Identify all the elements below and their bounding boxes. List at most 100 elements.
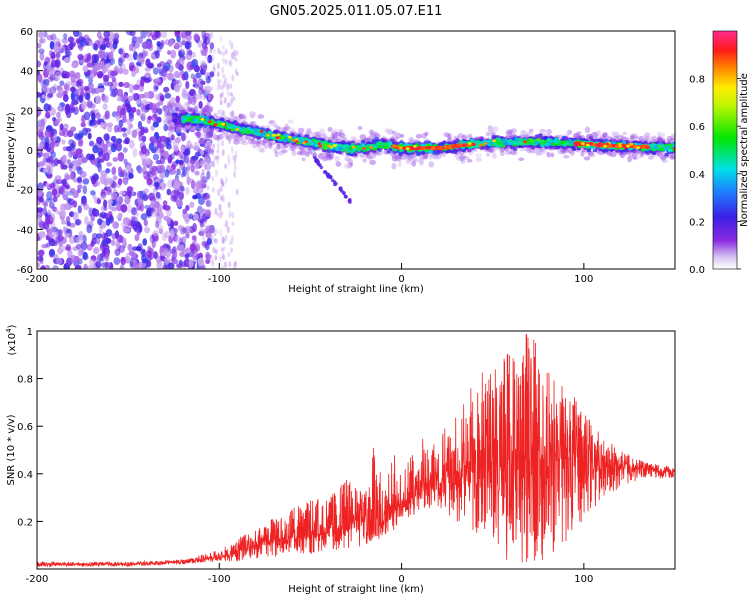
spectrogram-cell: [142, 238, 148, 246]
spectrogram-cell: [78, 95, 83, 102]
spectrogram-cell: [57, 185, 65, 194]
spectrogram-cell: [443, 132, 450, 138]
spectrogram-cell: [159, 155, 166, 165]
spectrogram-cell: [128, 139, 135, 149]
spectrogram-cell: [103, 199, 108, 208]
spectrogram-cell: [216, 148, 220, 154]
spectrogram-cell: [140, 145, 147, 155]
spectrogram-cell: [202, 235, 206, 241]
spectrogram-cell: [204, 49, 208, 56]
spectrogram-cell: [209, 71, 215, 78]
spectrogram-cell: [191, 58, 199, 69]
spectrogram-cell: [224, 163, 228, 169]
spectrogram-cell: [326, 153, 334, 160]
spectrogram-cell: [419, 161, 424, 166]
spectrogram-cell: [173, 84, 181, 93]
spectrogram-cell: [203, 86, 207, 93]
spectrogram-cell: [230, 239, 234, 246]
spectrogram-cell: [233, 139, 240, 145]
spectrogram-cell: [83, 263, 88, 269]
spectrogram-cell: [435, 153, 442, 160]
spectrogram-cell: [234, 68, 238, 75]
spectrogram-cell: [96, 180, 101, 187]
spectrogram-cell: [62, 94, 69, 102]
spectrogram-cell: [43, 31, 48, 38]
spectrogram-cell: [213, 238, 216, 244]
spectrogram-cell: [37, 91, 40, 98]
spectrogram-cell: [201, 176, 208, 184]
spectrogram-cell: [212, 143, 216, 149]
spectrogram-cell: [226, 154, 230, 160]
spectrogram-cell: [221, 44, 225, 50]
spectrogram-cell: [227, 158, 231, 165]
spectrogram-cell: [200, 228, 204, 237]
spectrogram-cell: [101, 143, 109, 153]
spectrogram-cell: [207, 54, 213, 64]
spectrogram-cell: [175, 235, 182, 244]
spectrogram-cell: [181, 248, 187, 254]
spectrogram-cell: [70, 171, 75, 181]
spectrogram-cell: [531, 149, 538, 154]
spectrogram-cell: [219, 92, 223, 98]
spectrogram-cell: [204, 197, 207, 204]
spectrogram-cell: [648, 155, 654, 160]
spectrogram-cell: [222, 254, 226, 261]
spectrogram-cell: [228, 102, 232, 107]
spectrogram-cell: [424, 154, 430, 158]
spectrogram-cell: [108, 51, 114, 60]
spectrogram-cell: [193, 33, 200, 41]
spectrogram-cell: [141, 258, 148, 264]
spectrogram-cell: [233, 171, 237, 178]
spectrogram-cell: [391, 162, 397, 170]
spectrogram-cell: [127, 109, 135, 116]
spectrogram-cell: [91, 54, 97, 64]
spectrogram-cell: [45, 197, 53, 203]
spectrogram-cell: [198, 127, 203, 132]
spectrogram-cell: [199, 182, 203, 187]
spectrogram-cell: [335, 131, 342, 137]
spectrogram-cell: [167, 262, 175, 269]
spectrogram-cell: [164, 111, 170, 118]
spectrogram-cell: [97, 71, 104, 78]
spectrogram-cell: [197, 257, 204, 267]
spectrogram-cell: [178, 50, 183, 57]
spectrogram-cell: [200, 180, 204, 186]
spectrogram-cell: [152, 146, 159, 152]
spectrogram-cell: [661, 159, 668, 163]
spectrogram-cell: [643, 135, 648, 140]
spectrogram-cell: [518, 157, 525, 162]
spectrogram-cell: [118, 196, 124, 204]
spectrogram-cell: [117, 152, 125, 162]
spectrogram-cell: [56, 234, 64, 242]
spectrogram-cell: [213, 228, 217, 237]
spectrogram-cell: [136, 108, 141, 116]
spectrogram-cell: [237, 136, 243, 142]
spectrogram-cell: [120, 204, 128, 213]
spectrogram-cell: [165, 143, 170, 149]
spectrogram-cell: [185, 80, 190, 90]
spectrogram-cell: [144, 128, 149, 134]
spectrogram-cell: [224, 77, 228, 84]
spectrogram-cell: [159, 135, 167, 142]
spectrogram-cell: [173, 258, 179, 265]
spectrogram-cell: [192, 96, 197, 103]
spectrogram-cell: [166, 138, 171, 144]
spectrogram-cell: [71, 61, 78, 69]
spectrogram-cell: [127, 95, 133, 102]
spectrogram-cell: [204, 85, 212, 95]
spectrogram-cell: [134, 211, 140, 217]
spectrogram-cell: [111, 70, 119, 76]
spectrogram-cell: [101, 221, 107, 229]
spectrogram-cell: [73, 31, 80, 38]
spectrogram-cell: [140, 31, 147, 39]
spectrogram-cell: [219, 34, 223, 43]
spectrogram-cell: [194, 105, 199, 115]
spectrogram-cell: [80, 91, 86, 97]
spectrogram-cell: [43, 115, 48, 124]
spectrogram-cell: [305, 129, 313, 135]
spectrogram-cell: [206, 255, 210, 263]
spectrogram-cell: [163, 106, 169, 113]
spectrogram-cell: [166, 117, 173, 125]
spectrogram-cell: [184, 225, 191, 234]
spectrogram-cell: [200, 64, 206, 70]
